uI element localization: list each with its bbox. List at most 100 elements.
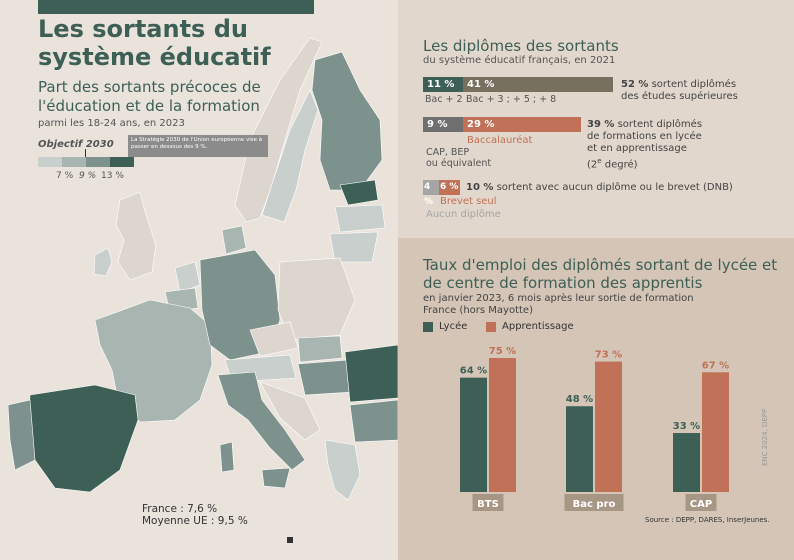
- map-title: Part des sortants précoces de l'éducatio…: [38, 78, 261, 115]
- map-bulgaria: [349, 399, 398, 443]
- map-romania: [344, 344, 398, 403]
- legend-apprentissage-label: Apprentissage: [502, 321, 574, 332]
- europe-map: [7, 37, 398, 501]
- color-scale: [38, 157, 134, 167]
- category-label-bg: [564, 494, 624, 511]
- row3-text1: sortent avec aucun diplôme ou le brevet …: [493, 182, 733, 193]
- row2-text1: sortent diplômés: [614, 119, 703, 130]
- map-latvia: [334, 204, 386, 233]
- map-italy: [217, 371, 306, 471]
- row2-text3: et en apprentissage: [587, 143, 687, 154]
- row2-text4-sup: e: [597, 157, 602, 165]
- category-label: CAP: [690, 499, 712, 510]
- seg-bac2: 11 %: [423, 77, 463, 92]
- label-bac3: Bac + 3 ; + 5 ; + 8: [466, 94, 557, 105]
- bar-value-label: 64 %: [460, 366, 487, 377]
- top-accent-bar: [38, 0, 314, 14]
- chart-subtitle-2: France (hors Mayotte): [423, 305, 533, 316]
- map-netherlands: [174, 261, 201, 293]
- map-estonia: [339, 179, 379, 206]
- label-aucun: Aucun diplôme: [426, 209, 501, 220]
- objective-label: Objectif 2030: [38, 139, 114, 150]
- chart-subtitle-1: en janvier 2023, 6 mois après leur sorti…: [423, 293, 694, 304]
- eu-label: Moyenne UE : 9,5 %: [142, 515, 248, 527]
- map-sicily: [261, 467, 291, 489]
- map-spain: [27, 384, 139, 493]
- label-cap-line2: ou équivalent: [426, 158, 492, 169]
- legend-lycee-swatch: [423, 322, 433, 332]
- map-balkans: [259, 381, 321, 441]
- bar-bts-apprentissage: [489, 358, 516, 492]
- map-note: parmi les 18-24 ans, en 2023: [38, 118, 185, 129]
- scale-label-mid: 9 %: [79, 171, 97, 181]
- scale-label-high: 13 %: [101, 171, 124, 181]
- bar-value-label: 33 %: [673, 421, 700, 432]
- bar-value-label: 67 %: [702, 360, 729, 371]
- map-sweden: [261, 89, 319, 223]
- map-finland: [311, 51, 383, 191]
- seg-aucun: 4 %: [423, 180, 439, 207]
- row1-desc: 52 % sortent diplômés des études supérie…: [621, 79, 738, 103]
- bar-cap-lycee: [673, 433, 700, 492]
- chart-title: Taux d'emploi des diplômés sortant de ly…: [423, 256, 778, 292]
- row2-text2: de formations en lycée: [587, 131, 702, 142]
- seg-bac: 29 %: [463, 117, 581, 132]
- bar-bts-lycee: [460, 377, 487, 492]
- map-sardinia: [219, 441, 235, 473]
- left-panel: Les sortants du système éducatif Part de…: [7, 0, 398, 543]
- map-uk: [115, 191, 157, 281]
- row1-pct: 52 %: [621, 79, 649, 90]
- source-note: Source : DEPP, DARES, InserJeunes.: [645, 516, 770, 524]
- map-poland: [277, 257, 356, 341]
- france-stats: France : 7,6 % Moyenne UE : 9,5 %: [142, 503, 248, 527]
- legend-apprentissage-swatch: [486, 322, 496, 332]
- map-slovakia: [297, 335, 343, 363]
- seg-cap: 9 %: [423, 117, 463, 132]
- row3-desc: 10 % sortent avec aucun diplôme ou le br…: [466, 182, 733, 194]
- map-greece: [324, 439, 361, 501]
- seg-bac3: 41 %: [463, 77, 613, 92]
- row1-text2: des études supérieures: [621, 91, 738, 102]
- chart-subtitle: en janvier 2023, 6 mois après leur sorti…: [423, 293, 694, 317]
- category-label-bg: [472, 494, 504, 511]
- label-cap: CAP, BEP ou équivalent: [426, 147, 491, 169]
- objective-description: La Stratégie 2030 de l'Union européenne …: [128, 135, 268, 157]
- map-ireland: [93, 247, 113, 277]
- label-bac: Baccalauréat: [467, 135, 533, 146]
- label-bac2: Bac + 2: [425, 94, 463, 105]
- map-france: [94, 299, 213, 423]
- scale-step-2: [62, 157, 86, 167]
- map-czechia: [249, 321, 299, 357]
- bar-value-label: 73 %: [595, 350, 622, 361]
- employment-bar-chart: 64 %75 % BTS 48 % 73 % Bac pro 33 % 67 % CAP: [460, 346, 729, 511]
- label-brevet: Brevet seul: [440, 196, 497, 207]
- scale-step-1: [38, 157, 62, 167]
- label-cap-line1: CAP, BEP: [426, 147, 470, 158]
- row2-text4: (2: [587, 159, 598, 171]
- map-denmark: [221, 225, 247, 255]
- map-portugal: [7, 399, 36, 471]
- map-norway: [234, 37, 323, 223]
- bar-value-label: 75 %: [489, 346, 516, 357]
- category-label: Bac pro: [573, 499, 616, 510]
- row3-pct: 10 %: [466, 182, 494, 193]
- category-label: BTS: [477, 499, 499, 510]
- scale-step-4: [110, 157, 134, 167]
- bar-bac-pro-apprentissage: [595, 361, 622, 492]
- category-label-bg: [685, 494, 717, 511]
- scale-label-low: 7 %: [56, 171, 74, 181]
- legend-lycee-label: Lycée: [439, 321, 468, 332]
- bar-value-label: 48 %: [566, 394, 593, 405]
- credit-note: ENC 2024, DEPP: [761, 408, 769, 466]
- map-hungary: [297, 359, 353, 396]
- row2-pct: 39 %: [587, 119, 615, 130]
- seg-brevet: 6 %: [439, 180, 460, 195]
- bar-cap-apprentissage: [702, 372, 729, 492]
- diplomes-subtitle: du système éducatif français, en 2021: [423, 55, 616, 66]
- france-label: France : 7,6 %: [142, 503, 218, 515]
- row1-text1: sortent diplômés: [648, 79, 737, 90]
- legend-square: [287, 537, 293, 543]
- row2-desc: 39 % sortent diplômés de formations en l…: [587, 119, 702, 171]
- page-title: Les sortants du système éducatif: [38, 15, 271, 71]
- map-lithuania: [329, 231, 379, 263]
